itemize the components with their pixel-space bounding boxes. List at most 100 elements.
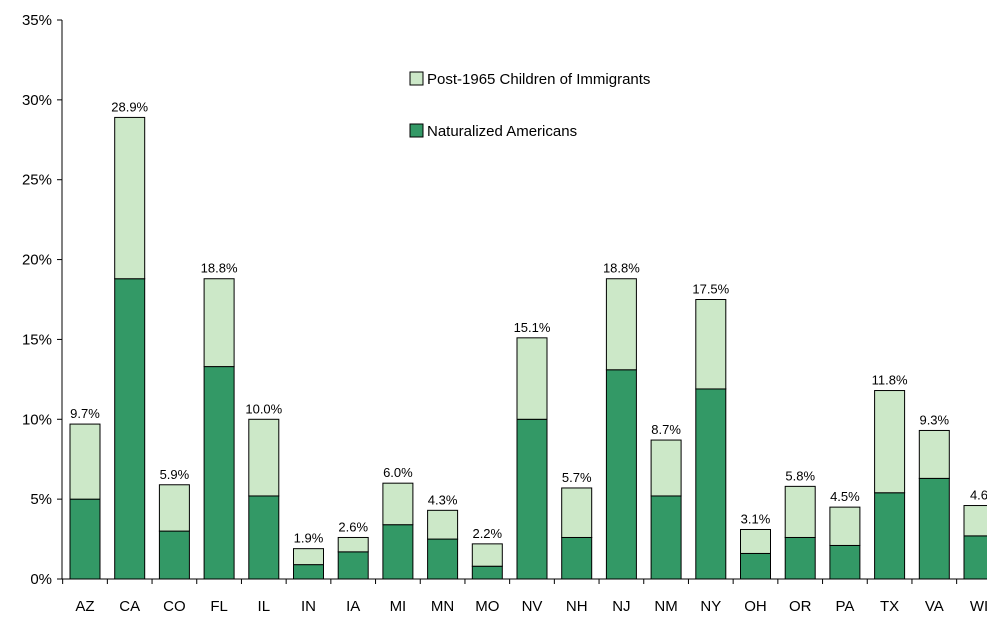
total-label-fl: 18.8% xyxy=(201,261,238,276)
x-tick-label-tx: TX xyxy=(880,598,899,615)
bar-children-or xyxy=(784,485,816,538)
legend-label: Naturalized Americans xyxy=(427,123,577,140)
total-label-ia: 2.6% xyxy=(338,519,368,534)
bar-naturalized-il xyxy=(248,495,280,580)
y-tick-label: 30% xyxy=(22,92,52,109)
x-tick-label-nh: NH xyxy=(566,598,588,615)
x-tick-label-va: VA xyxy=(925,598,944,615)
bar-naturalized-nm xyxy=(650,495,682,580)
legend-swatch xyxy=(409,71,424,86)
bar-naturalized-tx xyxy=(874,492,906,580)
bar-children-tx xyxy=(874,390,906,494)
x-tick-label-in: IN xyxy=(301,598,316,615)
bar-naturalized-va xyxy=(918,477,950,580)
bar-naturalized-fl xyxy=(203,366,235,580)
x-tick-label-nj: NJ xyxy=(612,598,630,615)
y-tick-label: 15% xyxy=(22,331,52,348)
bar-naturalized-or xyxy=(784,536,816,580)
total-label-ca: 28.9% xyxy=(111,99,148,114)
bar-children-oh xyxy=(740,528,771,554)
bar-children-nv xyxy=(516,337,548,420)
bar-children-ia xyxy=(337,536,369,553)
bar-naturalized-oh xyxy=(740,552,771,580)
legend-item-naturalized-americans: Naturalized Americans xyxy=(409,123,577,140)
x-axis: AZ CA CO FL IL IN IA MI MN MO NV NH NJ NM NY OH OR PA TX VA… xyxy=(62,578,987,615)
x-tick-label-ia: IA xyxy=(346,598,360,615)
bar-naturalized-pa xyxy=(829,544,861,580)
legend-item-children-of-immigrants: Post-1965 Children of Immigrants xyxy=(409,71,650,88)
total-label-wi: 4.6 xyxy=(970,488,987,503)
bar-children-fl xyxy=(203,278,235,368)
bar-naturalized-co xyxy=(158,530,190,580)
total-label-mi: 6.0% xyxy=(383,465,413,480)
x-tick-label-ny: NY xyxy=(700,598,721,615)
bar-naturalized-mn xyxy=(427,538,459,580)
bars: 9.7% 28.9% 5.9% 18.8% 10.0% 1.9% 2.6% 6.0% 4.3% 2… xyxy=(69,99,987,580)
legend-label: Post-1965 Children of Immigrants xyxy=(427,71,650,88)
bar-children-il xyxy=(248,418,280,497)
y-tick-label: 20% xyxy=(22,252,52,269)
bar-naturalized-ca xyxy=(114,278,146,580)
bar-naturalized-nv xyxy=(516,418,548,580)
total-label-or: 5.8% xyxy=(785,468,815,483)
total-label-mo: 2.2% xyxy=(472,526,502,541)
x-tick-label-ca: CA xyxy=(119,598,140,615)
bar-children-ny xyxy=(695,299,727,390)
bar-children-nj xyxy=(605,278,637,371)
total-label-nh: 5.7% xyxy=(562,470,592,485)
x-tick-label-fl: FL xyxy=(210,598,228,615)
total-label-nv: 15.1% xyxy=(514,320,551,335)
bar-naturalized-ia xyxy=(337,551,369,580)
x-tick-label-az: AZ xyxy=(75,598,94,615)
total-label-co: 5.9% xyxy=(160,467,190,482)
y-tick-label: 25% xyxy=(22,172,52,189)
bar-naturalized-in xyxy=(293,564,324,580)
bar-children-pa xyxy=(829,506,861,546)
bar-naturalized-az xyxy=(69,498,101,580)
total-label-az: 9.7% xyxy=(70,406,100,421)
bar-children-va xyxy=(918,429,950,479)
x-tick-label-mn: MN xyxy=(431,598,454,615)
bar-naturalized-ny xyxy=(695,388,727,580)
y-tick-label: 5% xyxy=(30,491,52,508)
total-label-va: 9.3% xyxy=(919,412,949,427)
total-label-tx: 11.8% xyxy=(872,373,908,388)
bar-children-nh xyxy=(561,487,593,538)
x-tick-label-nm: NM xyxy=(654,598,677,615)
total-label-in: 1.9% xyxy=(294,531,324,546)
bar-children-mi xyxy=(382,482,414,526)
bar-children-co xyxy=(158,484,190,532)
x-tick-label-oh: OH xyxy=(744,598,767,615)
bar-children-az xyxy=(69,423,101,500)
legend: Post-1965 Children of Immigrants Naturali… xyxy=(409,71,650,140)
x-tick-label-wi: WI xyxy=(970,598,987,615)
x-tick-label-il: IL xyxy=(258,598,271,615)
bar-naturalized-mo xyxy=(471,565,503,580)
bar-children-mo xyxy=(471,543,503,567)
x-tick-label-or: OR xyxy=(789,598,812,615)
bar-children-nm xyxy=(650,439,682,497)
y-tick-label: 0% xyxy=(30,571,52,588)
total-label-nm: 8.7% xyxy=(651,422,681,437)
x-tick-label-co: CO xyxy=(163,598,186,615)
bar-naturalized-nh xyxy=(561,536,593,580)
bar-naturalized-mi xyxy=(382,524,414,580)
bar-naturalized-wi xyxy=(963,535,987,580)
legend-swatch xyxy=(409,123,424,138)
x-tick-label-mo: MO xyxy=(475,598,499,615)
total-label-ny: 17.5% xyxy=(692,282,729,297)
x-tick-label-mi: MI xyxy=(390,598,407,615)
bar-children-wi xyxy=(963,505,987,537)
bar-children-in xyxy=(293,548,324,566)
y-axis: 0% 5% 10% 15% 20% 25% 30% 35% xyxy=(22,12,63,588)
total-label-oh: 3.1% xyxy=(741,511,771,526)
total-label-mn: 4.3% xyxy=(428,492,458,507)
x-tick-label-pa: PA xyxy=(835,598,854,615)
total-label-il: 10.0% xyxy=(245,401,282,416)
bar-children-mn xyxy=(427,509,459,540)
y-tick-label: 35% xyxy=(22,12,52,29)
bar-naturalized-nj xyxy=(605,369,637,580)
total-label-nj: 18.8% xyxy=(603,261,640,276)
bar-children-ca xyxy=(114,116,146,280)
